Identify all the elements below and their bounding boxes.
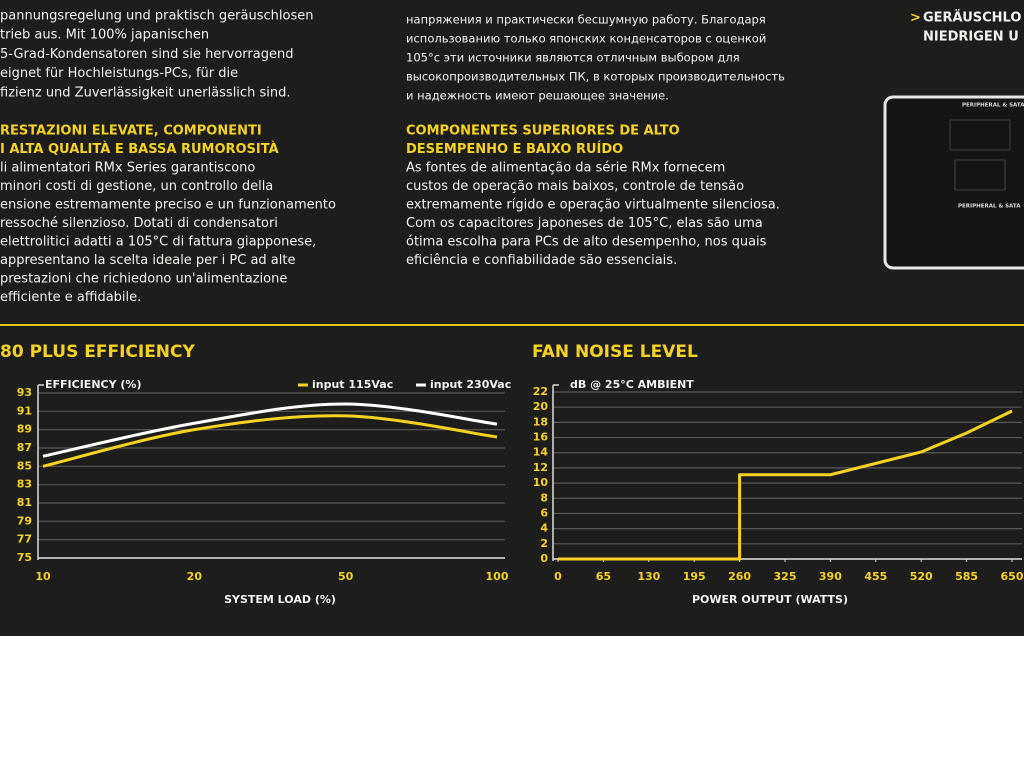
y-tick-label: 87 xyxy=(17,441,32,454)
x-axis-label: SYSTEM LOAD (%) xyxy=(224,593,336,606)
paragraph-line: fizienz und Zuverlässigkeit unerlässlich… xyxy=(0,85,290,100)
chart-title: FAN NOISE LEVEL xyxy=(532,342,698,362)
y-axis-label: dB @ 25°C AMBIENT xyxy=(570,378,694,391)
y-tick-label: 85 xyxy=(17,459,32,472)
port-label: PERIPHERAL & SATA xyxy=(962,103,1024,109)
x-tick-label: 130 xyxy=(637,570,660,583)
x-tick-label: 65 xyxy=(596,570,611,583)
psu-port xyxy=(954,159,1006,191)
y-tick-label: 8 xyxy=(540,491,548,504)
y-tick-label: 20 xyxy=(533,400,549,413)
x-tick-label: 10 xyxy=(35,570,51,583)
y-tick-label: 77 xyxy=(17,533,32,546)
section-heading: I ALTA QUALITÀ E BASSA RUMOROSITÀ xyxy=(0,141,279,157)
x-tick-label: 20 xyxy=(187,570,203,583)
x-tick-label: 520 xyxy=(910,570,933,583)
paragraph-line: использованию только японских конденсато… xyxy=(406,32,766,46)
y-tick-label: 81 xyxy=(17,496,32,509)
y-tick-label: 16 xyxy=(533,431,549,444)
paragraph-line: elettrolitici adatti a 105°C di fattura … xyxy=(0,235,316,250)
paragraph-line: eignet für Hochleistungs-PCs, für die xyxy=(0,66,238,81)
chart-title: 80 PLUS EFFICIENCY xyxy=(0,342,196,362)
paragraph-line: trieb aus. Mit 100% japanischen xyxy=(0,28,209,43)
paragraph-line: 5-Grad-Kondensatoren sind sie hervorrage… xyxy=(0,47,293,62)
paragraph-line: custos de operação mais baixos, controle… xyxy=(406,179,744,194)
y-tick-label: 18 xyxy=(533,415,548,428)
paragraph-line: высокопроизводительных ПК, в которых про… xyxy=(406,70,785,84)
y-tick-label: 2 xyxy=(540,537,548,550)
x-tick-label: 390 xyxy=(819,570,842,583)
paragraph-line: ensione estremamente preciso e un funzio… xyxy=(0,198,336,213)
y-tick-label: 83 xyxy=(17,478,32,491)
divider xyxy=(0,324,1024,326)
psu-port xyxy=(949,119,1011,151)
x-tick-label: 585 xyxy=(955,570,978,583)
x-tick-label: 50 xyxy=(338,570,354,583)
x-tick-label: 260 xyxy=(728,570,751,583)
feature-line: NIEDRIGEN U xyxy=(923,30,1019,45)
paragraph-line: ressoché silenzioso. Dotati di condensat… xyxy=(0,216,278,231)
paragraph-line: efficiente e affidabile. xyxy=(0,290,141,305)
paragraph-line: li alimentatori RMx Series garantiscono xyxy=(0,161,255,176)
series-line xyxy=(558,409,1013,561)
y-tick-label: 12 xyxy=(533,461,548,474)
legend-label: input 115Vac xyxy=(312,378,393,391)
paragraph-line: и надежность имеют решающее значение. xyxy=(406,89,669,103)
x-tick-label: 325 xyxy=(774,570,797,583)
y-tick-label: 14 xyxy=(533,446,549,459)
y-tick-label: 22 xyxy=(533,385,548,398)
paragraph-line: appresentano la scelta ideale per i PC a… xyxy=(0,253,295,268)
series-line xyxy=(42,402,498,458)
x-tick-label: 650 xyxy=(1001,570,1024,583)
y-tick-label: 79 xyxy=(17,514,32,527)
x-tick-label: 0 xyxy=(554,570,562,583)
feature-line: GERÄUSCHLO xyxy=(923,10,1021,26)
paragraph-line: eficiência e confiabilidade são essencia… xyxy=(406,253,677,268)
paragraph-line: 105°c эти источники являются отличным вы… xyxy=(406,51,740,65)
y-tick-label: 75 xyxy=(17,551,32,564)
paragraph-line: pannungsregelung und praktisch geräuschl… xyxy=(0,9,313,24)
section-heading: COMPONENTES SUPERIORES DE ALTO xyxy=(406,124,680,139)
section-heading: RESTAZIONI ELEVATE, COMPONENTI xyxy=(0,124,262,139)
paragraph-line: Com os capacitores japoneses de 105°C, e… xyxy=(406,216,763,231)
box-background xyxy=(0,0,1024,636)
y-tick-label: 89 xyxy=(17,423,32,436)
y-axis-label: EFFICIENCY (%) xyxy=(45,378,141,391)
y-tick-label: 6 xyxy=(540,506,548,519)
x-axis-label: POWER OUTPUT (WATTS) xyxy=(692,593,848,606)
paragraph-line: напряжения и практически бесшумную работ… xyxy=(406,13,766,27)
x-tick-label: 455 xyxy=(864,570,887,583)
series-line xyxy=(42,414,498,468)
paragraph-line: prestazioni che richiedono un'alimentazi… xyxy=(0,272,287,287)
x-tick-label: 100 xyxy=(486,570,509,583)
paragraph-line: As fontes de alimentação da série RMx fo… xyxy=(406,161,725,176)
bullet: > xyxy=(910,11,921,26)
paragraph-line: ótima escolha para PCs de alto desempenh… xyxy=(406,235,767,250)
y-tick-label: 0 xyxy=(540,552,548,565)
y-tick-label: 91 xyxy=(17,404,32,417)
paragraph-line: minori costi di gestione, un controllo d… xyxy=(0,179,273,194)
y-tick-label: 93 xyxy=(17,386,32,399)
x-tick-label: 195 xyxy=(683,570,706,583)
y-tick-label: 10 xyxy=(533,476,549,489)
legend-label: input 230Vac xyxy=(430,378,511,391)
paragraph-line: extremamente rígido e operação virtualme… xyxy=(406,198,780,213)
port-label: PERIPHERAL & SATA xyxy=(958,204,1021,210)
y-tick-label: 4 xyxy=(540,522,548,535)
section-heading: DESEMPENHO E BAIXO RUÍDO xyxy=(406,141,623,157)
